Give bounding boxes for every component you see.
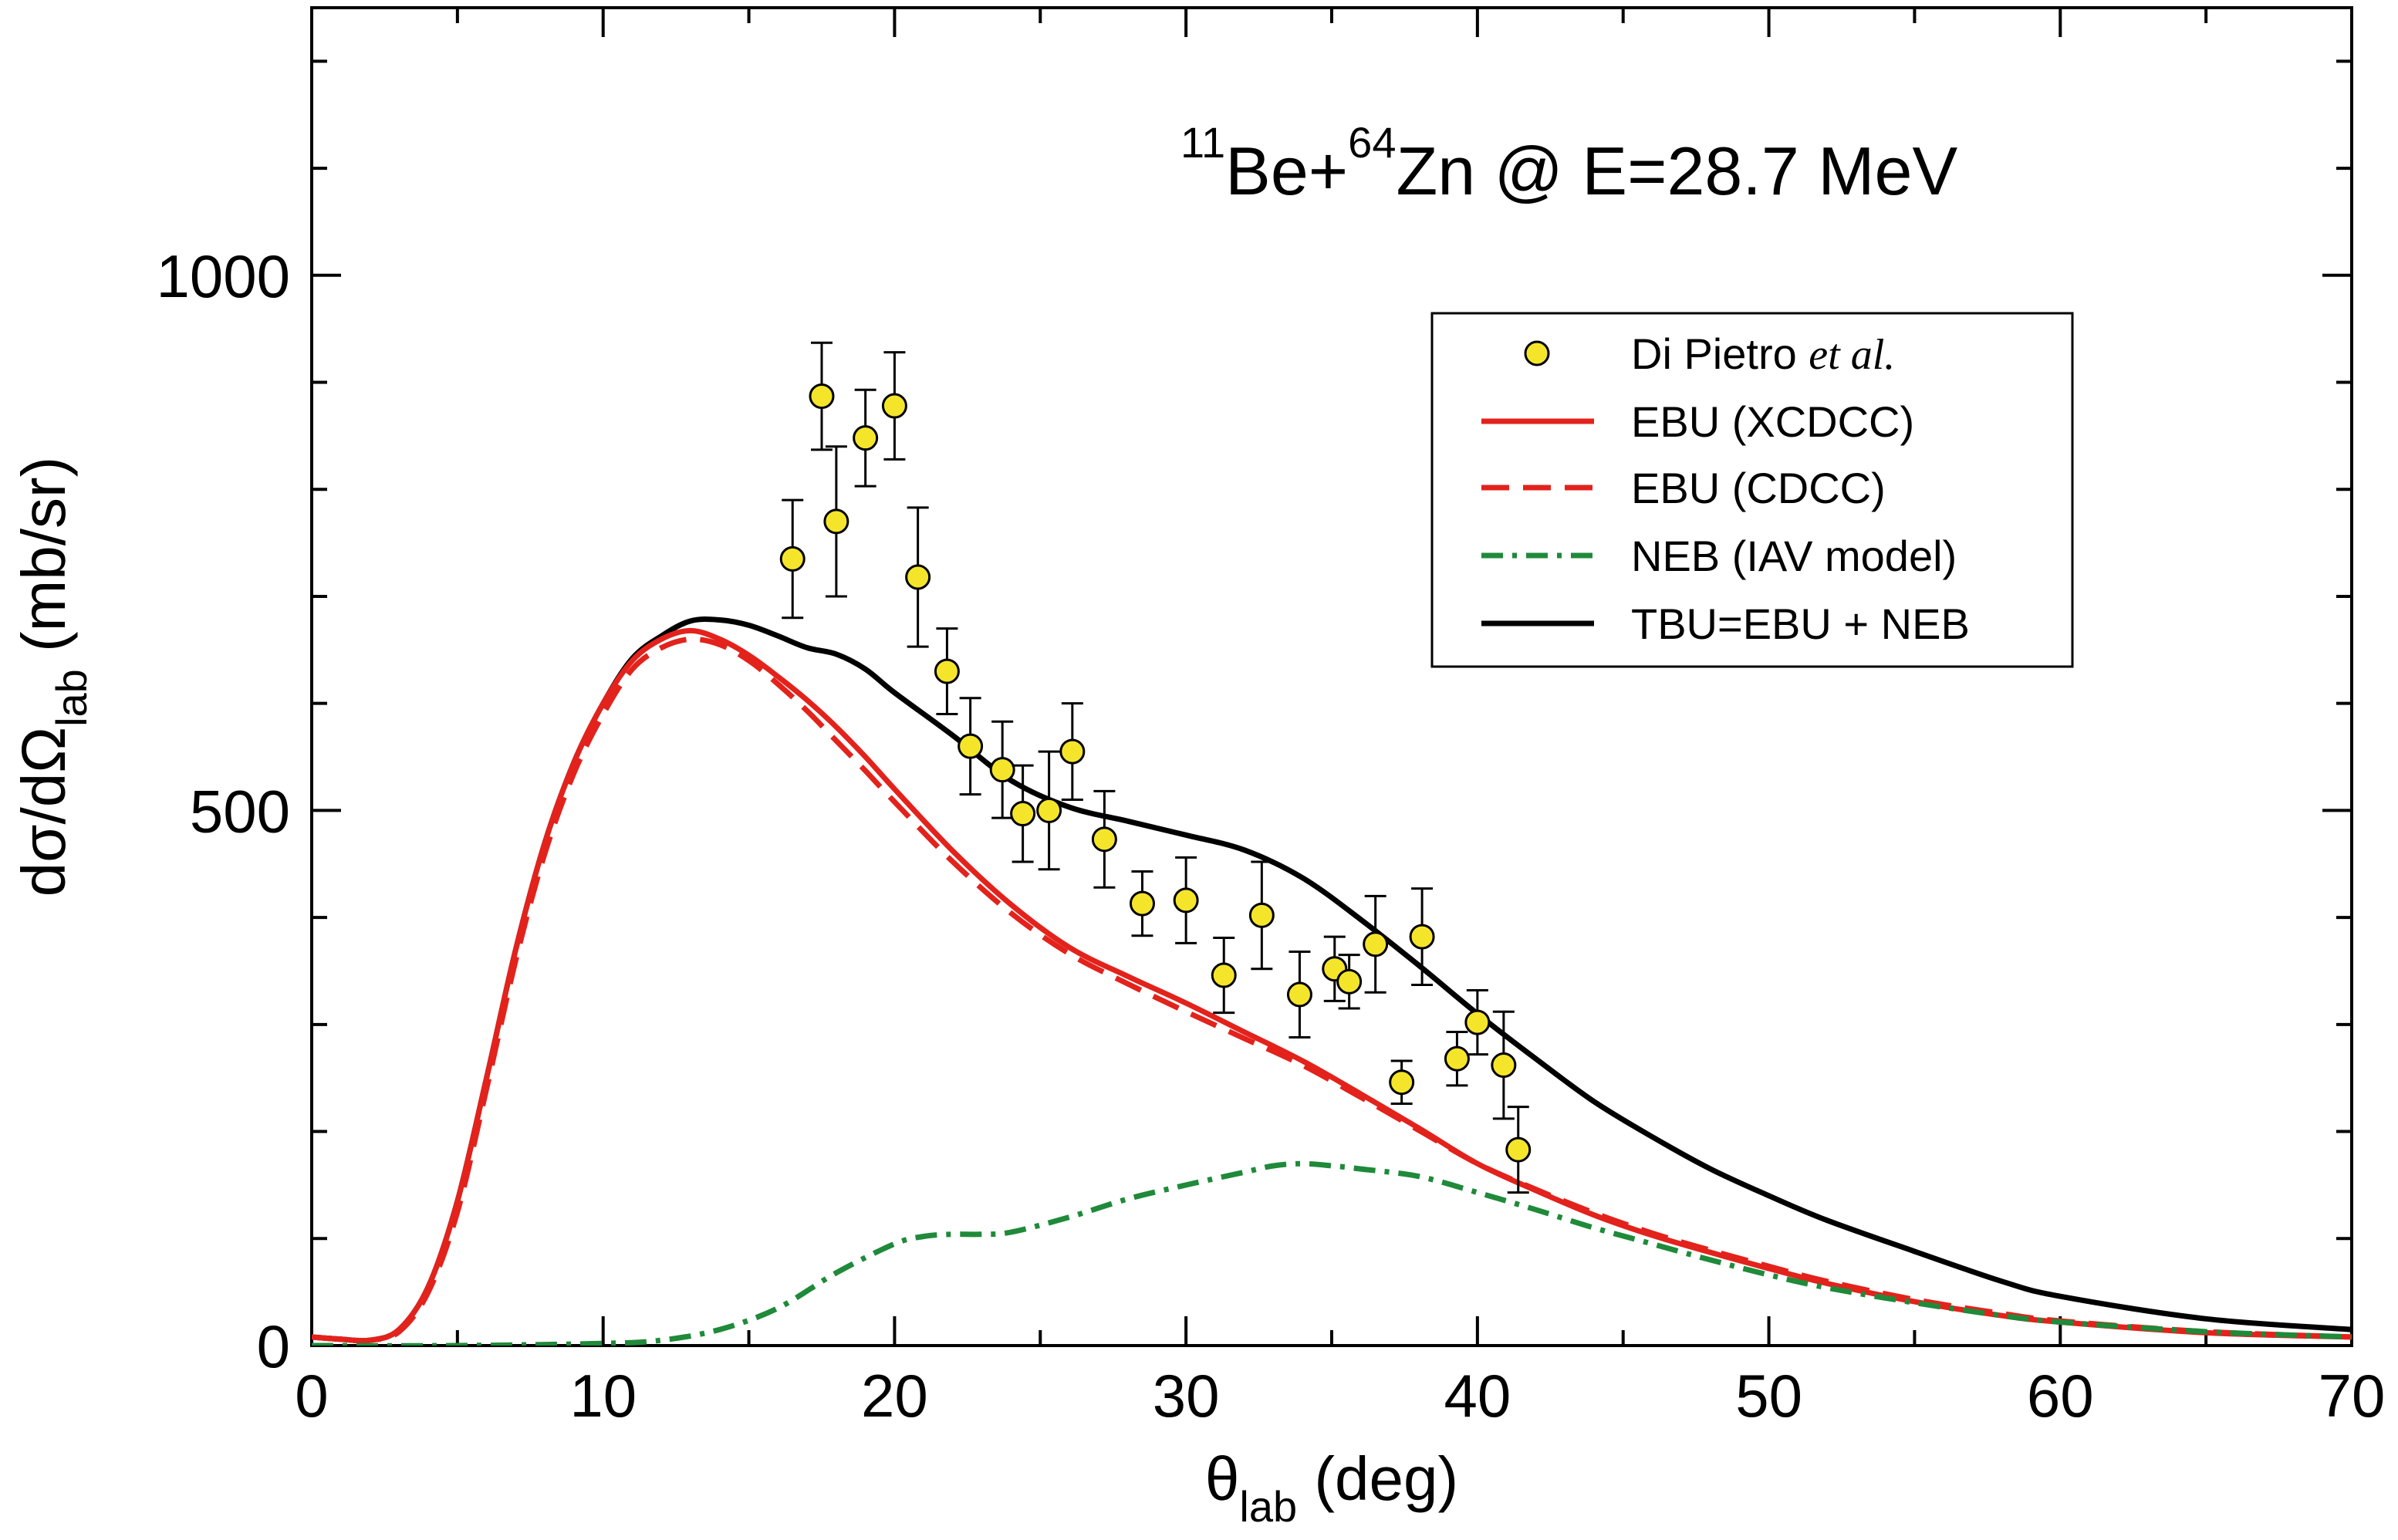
legend-entry-tbu: TBU=EBU + NEB — [1481, 599, 1970, 648]
legend-label-tbu: TBU=EBU + NEB — [1631, 599, 1970, 648]
x-tick-label: 0 — [295, 1362, 328, 1430]
data-point-marker — [853, 425, 879, 451]
x-tick-label: 60 — [2027, 1362, 2094, 1430]
data-point-marker — [1389, 1069, 1415, 1096]
data-point — [1491, 1010, 1517, 1120]
data-point — [1336, 954, 1363, 1010]
data-point-marker — [1091, 826, 1117, 853]
data-point-marker — [1444, 1045, 1470, 1072]
data-point — [1036, 750, 1062, 871]
data-point — [1059, 702, 1086, 802]
data-point — [905, 506, 931, 648]
data-point-marker — [1129, 890, 1155, 917]
data-point-marker — [1464, 1009, 1491, 1035]
data-point — [779, 498, 806, 620]
y-axis-label-sub: lab — [47, 669, 96, 727]
data-point — [853, 388, 879, 488]
data-point-marker — [1173, 887, 1199, 914]
data-point — [809, 341, 835, 451]
data-point-marker — [823, 508, 849, 535]
x-tick-label: 40 — [1444, 1362, 1511, 1430]
legend-entry-ebu-xcdcc: EBU (XCDCC) — [1481, 397, 1914, 446]
data-point-marker — [1286, 981, 1312, 1008]
data-points — [779, 341, 1532, 1194]
data-point — [1173, 856, 1199, 944]
series-lines — [312, 616, 2352, 1346]
x-axis-label: θlab (deg) — [1205, 1444, 1458, 1531]
series-line-ebu-cdcc — [312, 636, 2352, 1344]
y-tick-label: 0 — [257, 1312, 290, 1380]
x-tick-label: 30 — [1153, 1362, 1220, 1430]
legend-entry-data: Di Pietro et al. — [1524, 329, 1895, 379]
data-point-marker — [1336, 968, 1363, 995]
data-point — [1409, 887, 1435, 987]
data-point-marker — [1059, 738, 1086, 765]
series-line-neb-iav-model — [312, 1160, 2352, 1346]
data-point — [1211, 936, 1237, 1015]
x-axis-label-sub: lab — [1239, 1482, 1297, 1531]
x-tick-label: 20 — [861, 1362, 928, 1430]
data-point — [1444, 1031, 1470, 1087]
x-tick-label: 70 — [2319, 1362, 2386, 1430]
title-target-mass: 64 — [1348, 118, 1396, 167]
data-point — [1091, 789, 1117, 889]
x-tick-label: 50 — [1735, 1362, 1802, 1430]
legend-entry-neb: NEB (IAV model) — [1481, 532, 1957, 580]
legend-marker-circle — [1524, 340, 1550, 366]
data-point-marker — [1409, 924, 1435, 950]
data-point — [1286, 951, 1312, 1038]
data-point-marker — [989, 757, 1015, 783]
data-point — [881, 351, 907, 461]
data-point-marker — [881, 393, 907, 419]
legend-label-neb: NEB (IAV model) — [1631, 532, 1957, 580]
legend-label-data-name: Di Pietro — [1631, 329, 1797, 378]
data-point — [1010, 764, 1036, 863]
data-point-marker — [1036, 797, 1062, 823]
data-point-marker — [1010, 801, 1036, 827]
y-tick-label: 500 — [190, 777, 290, 845]
data-point — [958, 697, 984, 796]
data-point-marker — [1248, 902, 1275, 928]
data-point — [823, 445, 849, 598]
data-point — [1505, 1106, 1532, 1194]
data-point-marker — [905, 564, 931, 590]
y-axis-label: dσ/dΩlab (mb/sr) — [9, 457, 96, 897]
chart-title: 11Be+64Zn @ E=28.7 MeV — [1180, 118, 1957, 209]
data-point-marker — [779, 545, 806, 572]
axis-tick-labels: 0 10 20 30 40 50 60 70 0 500 1000 — [156, 242, 2385, 1430]
y-tick-label: 1000 — [156, 242, 290, 310]
data-point-marker — [1491, 1052, 1517, 1079]
x-axis-label-unit: (deg) — [1297, 1444, 1458, 1513]
data-point-marker — [958, 733, 984, 759]
y-axis-label-main: dσ/dΩ — [9, 727, 78, 897]
legend: Di Pietro et al. EBU (XCDCC) EBU (CDCC) … — [1430, 312, 2074, 668]
data-point — [989, 720, 1015, 819]
title-projectile-mass: 11 — [1180, 118, 1225, 167]
data-point — [1363, 894, 1389, 994]
x-tick-label: 10 — [569, 1362, 637, 1430]
data-point — [1464, 988, 1491, 1056]
axis-ticks — [310, 8, 2353, 1347]
title-target: Zn @ E=28.7 MeV — [1396, 133, 1957, 209]
legend-label-ebu-xcdcc: EBU (XCDCC) — [1631, 397, 1914, 446]
data-point-marker — [1211, 962, 1237, 988]
data-point-marker — [809, 383, 835, 410]
data-point — [934, 627, 960, 716]
data-point-marker — [1505, 1136, 1532, 1163]
x-axis-label-main: θ — [1205, 1444, 1240, 1513]
data-point — [1248, 860, 1275, 971]
legend-label-data-italic: et al. — [1809, 331, 1895, 379]
y-axis-label-unit: (mb/sr) — [9, 457, 78, 670]
series-line-ebu-xcdcc — [312, 627, 2352, 1344]
legend-label-ebu-cdcc: EBU (CDCC) — [1631, 464, 1886, 512]
data-point-marker — [934, 658, 960, 684]
data-point — [1389, 1059, 1415, 1105]
legend-label-data: Di Pietro et al. — [1631, 329, 1895, 379]
data-point — [1129, 870, 1155, 937]
title-projectile: Be+ — [1225, 133, 1348, 209]
data-point-marker — [1363, 931, 1389, 957]
legend-entry-ebu-cdcc: EBU (CDCC) — [1481, 464, 1886, 512]
